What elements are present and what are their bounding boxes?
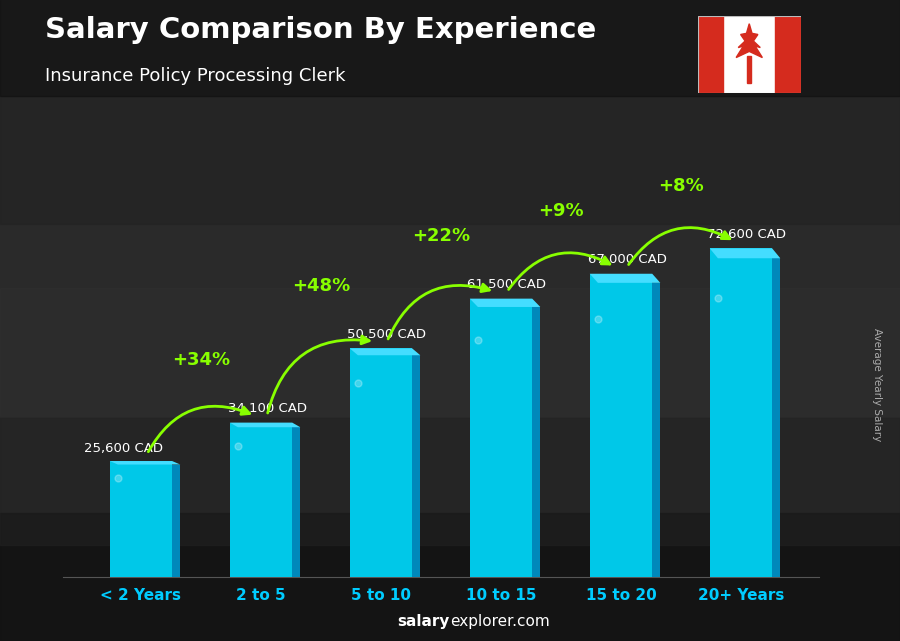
Bar: [652, 283, 661, 577]
Polygon shape: [736, 24, 762, 58]
Text: +48%: +48%: [292, 276, 350, 295]
Bar: [412, 355, 420, 577]
Polygon shape: [110, 461, 180, 465]
Bar: [0, 417, 900, 545]
Bar: [0, 513, 900, 641]
Polygon shape: [350, 349, 420, 355]
Polygon shape: [470, 299, 540, 307]
Bar: [532, 307, 540, 577]
Bar: [230, 422, 292, 577]
Bar: [292, 428, 301, 577]
Text: +8%: +8%: [658, 176, 704, 195]
Bar: [110, 461, 172, 577]
Bar: [710, 249, 772, 577]
Bar: [590, 274, 652, 577]
Text: 67,000 CAD: 67,000 CAD: [588, 253, 666, 266]
Bar: [775, 16, 801, 93]
Polygon shape: [590, 274, 661, 283]
Bar: [0, 288, 900, 417]
Text: Average Yearly Salary: Average Yearly Salary: [872, 328, 883, 441]
Text: 50,500 CAD: 50,500 CAD: [347, 328, 427, 341]
Text: explorer.com: explorer.com: [450, 615, 550, 629]
Bar: [0, 96, 900, 224]
Polygon shape: [230, 422, 301, 428]
Text: 72,600 CAD: 72,600 CAD: [707, 228, 787, 241]
Bar: [698, 16, 724, 93]
Text: 34,100 CAD: 34,100 CAD: [228, 402, 307, 415]
Text: +22%: +22%: [412, 227, 470, 245]
Polygon shape: [710, 249, 780, 258]
Bar: [470, 299, 532, 577]
Bar: [0, 0, 900, 96]
Text: 25,600 CAD: 25,600 CAD: [84, 442, 163, 455]
Text: +9%: +9%: [538, 202, 584, 220]
Text: Insurance Policy Processing Clerk: Insurance Policy Processing Clerk: [45, 67, 346, 85]
Bar: [747, 56, 752, 83]
Bar: [172, 465, 180, 577]
Text: salary: salary: [398, 615, 450, 629]
Text: +34%: +34%: [172, 351, 230, 369]
Text: 61,500 CAD: 61,500 CAD: [467, 278, 546, 291]
Bar: [772, 258, 780, 577]
Bar: [350, 349, 412, 577]
Text: Salary Comparison By Experience: Salary Comparison By Experience: [45, 16, 596, 44]
